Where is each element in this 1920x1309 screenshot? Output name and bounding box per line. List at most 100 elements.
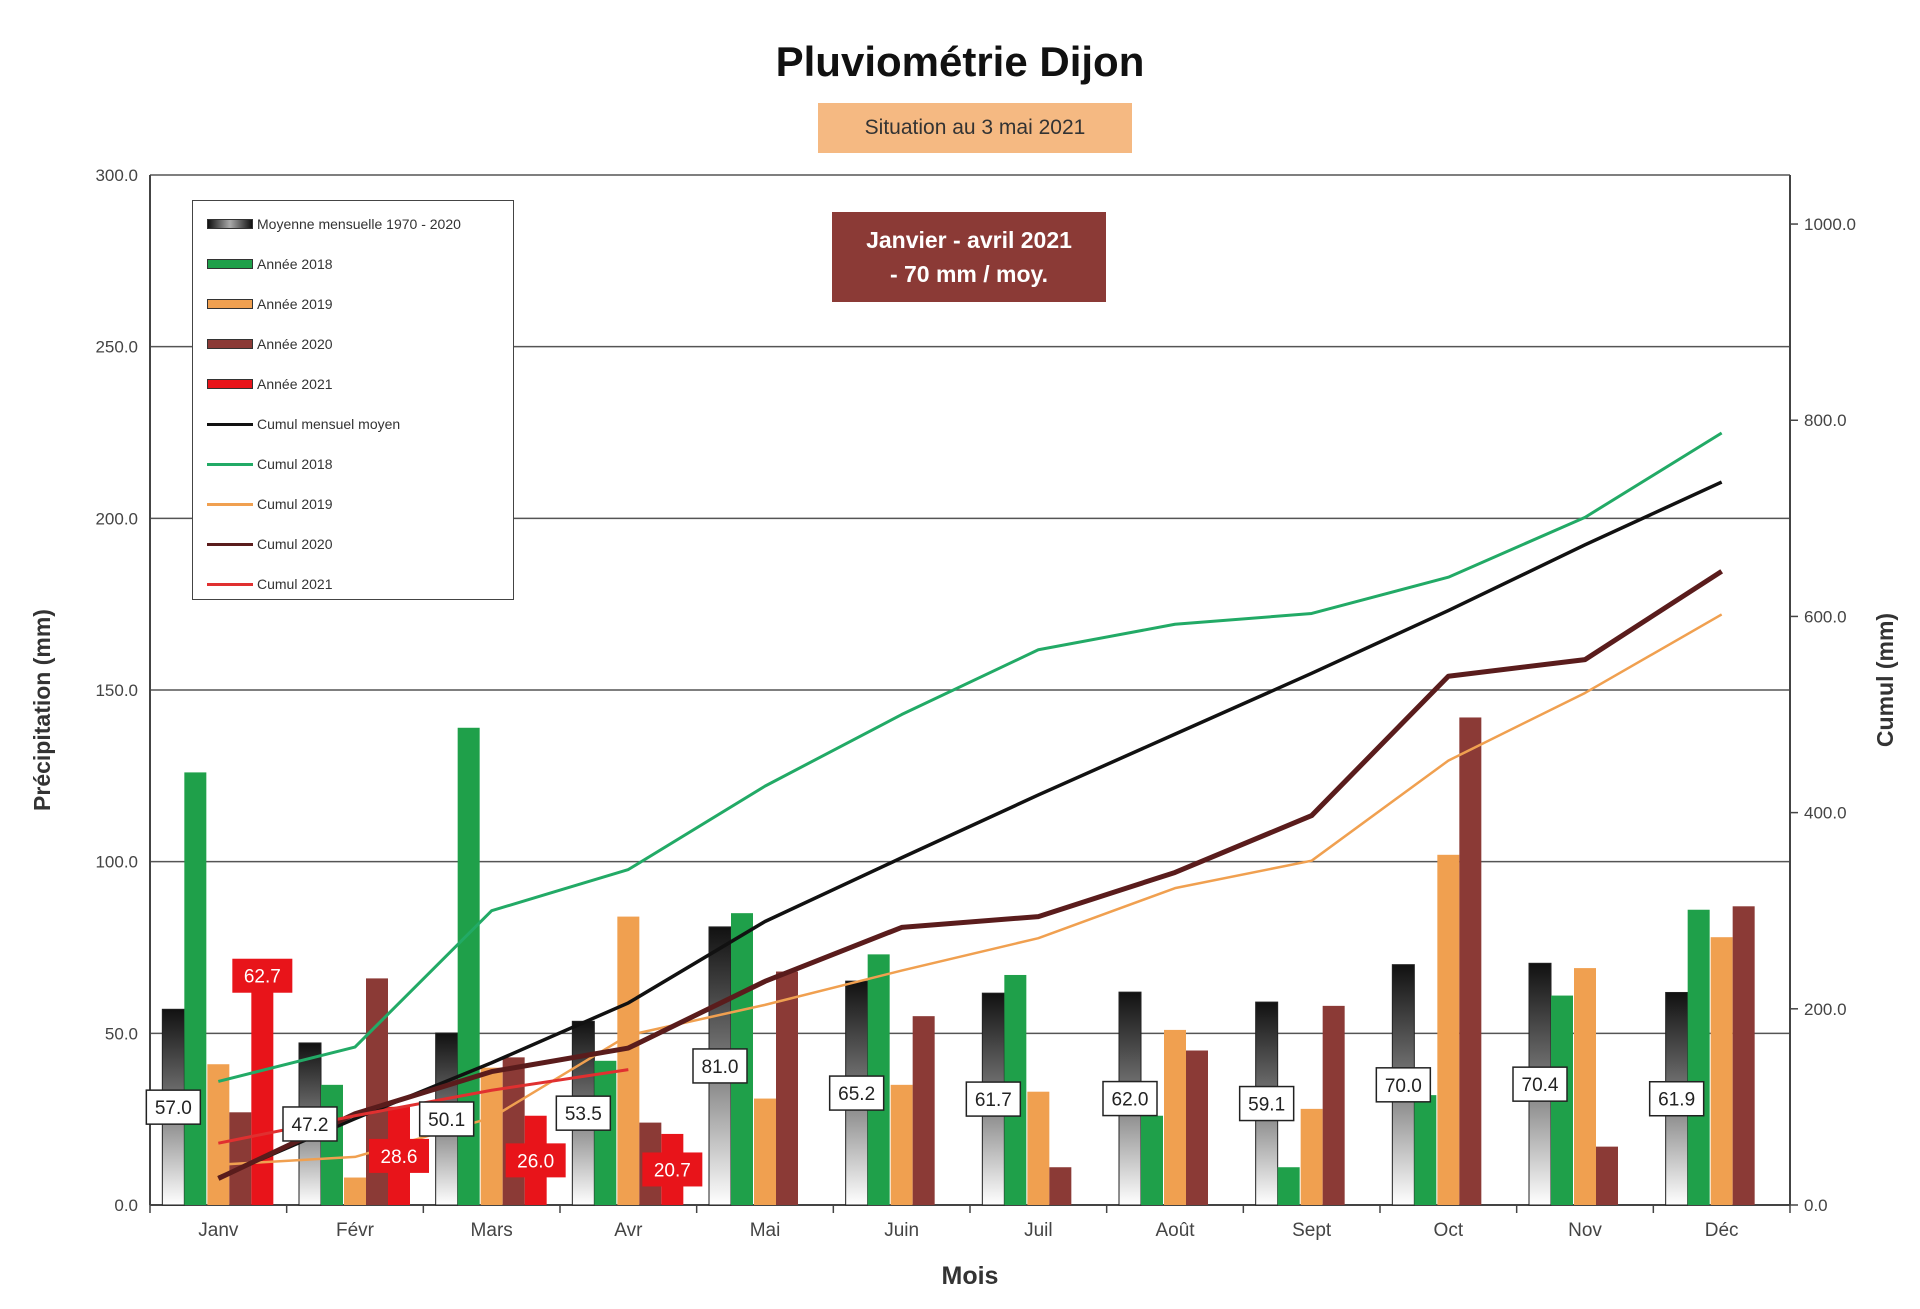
y-tick-label: 200.0 bbox=[95, 509, 138, 528]
annotation-line-2: - 70 mm / moy. bbox=[889, 261, 1049, 287]
x-tick-label: Juil bbox=[1024, 1220, 1053, 1241]
bar bbox=[890, 1084, 913, 1205]
bar bbox=[1277, 1167, 1300, 1205]
data-label: 70.0 bbox=[1385, 1076, 1422, 1097]
legend-label: Année 2018 bbox=[257, 256, 333, 272]
bar bbox=[1459, 717, 1482, 1205]
x-tick-label: Févr bbox=[336, 1220, 375, 1241]
data-label-box bbox=[1648, 1080, 1705, 1117]
annotation-line-1: Janvier - avril 2021 bbox=[866, 226, 1072, 253]
legend-swatch bbox=[207, 502, 253, 506]
bar bbox=[1687, 909, 1710, 1205]
x-tick-label: Mars bbox=[471, 1220, 513, 1241]
legend-item: Année 2018 bbox=[207, 254, 333, 274]
legend: Moyenne mensuelle 1970 - 2020 Année 2018 A… bbox=[192, 200, 514, 600]
bar bbox=[480, 1067, 503, 1205]
legend-label: Cumul 2018 bbox=[257, 456, 333, 472]
y-axis-title: Précipitation (mm) bbox=[29, 609, 55, 811]
legend-swatch bbox=[207, 422, 253, 426]
bar bbox=[1186, 1050, 1208, 1205]
legend-swatch bbox=[207, 542, 253, 546]
legend-swatch bbox=[207, 462, 253, 466]
bar bbox=[617, 916, 640, 1205]
bar bbox=[1027, 1091, 1050, 1205]
chart-title: Pluviométrie Dijon bbox=[775, 38, 1145, 85]
legend-swatch bbox=[207, 259, 253, 269]
data-label: 53.5 bbox=[565, 1104, 602, 1125]
bar bbox=[1710, 937, 1733, 1205]
legend-swatch bbox=[207, 339, 253, 349]
x-tick-label: Sept bbox=[1292, 1220, 1332, 1241]
y-right-tick-label: 1000.0 bbox=[1804, 215, 1856, 234]
data-label-box bbox=[1102, 1080, 1158, 1117]
data-label: 62.7 bbox=[244, 967, 281, 988]
x-tick-label: Avr bbox=[614, 1220, 643, 1241]
data-label: 59.1 bbox=[1248, 1095, 1285, 1116]
legend-item: Moyenne mensuelle 1970 - 2020 bbox=[207, 214, 461, 234]
data-label-box bbox=[505, 1143, 566, 1178]
legend-label: Année 2020 bbox=[257, 336, 333, 352]
data-label: 62.0 bbox=[1112, 1090, 1149, 1111]
legend-item: Cumul mensuel moyen bbox=[207, 414, 400, 434]
x-tick-label: Janv bbox=[198, 1220, 239, 1241]
series-line bbox=[217, 480, 1723, 1180]
bar bbox=[321, 1084, 343, 1205]
bar bbox=[1164, 1029, 1186, 1205]
data-label: 26.0 bbox=[517, 1151, 554, 1172]
bar bbox=[1414, 1095, 1437, 1205]
y-right-tick-label: 200.0 bbox=[1804, 1000, 1847, 1019]
bar bbox=[912, 1016, 935, 1205]
legend-item: Cumul 2020 bbox=[207, 534, 333, 554]
y-right-tick-label: 600.0 bbox=[1804, 607, 1847, 626]
data-label: 47.2 bbox=[292, 1115, 329, 1136]
data-label: 70.4 bbox=[1522, 1075, 1559, 1096]
legend-label: Cumul 2021 bbox=[257, 576, 333, 592]
data-label-box bbox=[1375, 1067, 1432, 1103]
legend-item: Cumul 2018 bbox=[207, 454, 333, 474]
legend-label: Cumul mensuel moyen bbox=[257, 416, 401, 432]
data-label-box bbox=[1238, 1085, 1295, 1122]
bar bbox=[229, 1112, 252, 1205]
bar bbox=[344, 1177, 366, 1205]
x-tick-label: Oct bbox=[1434, 1220, 1464, 1241]
subtitle-box: Situation au 3 mai 2021 bbox=[818, 103, 1132, 153]
y-right-tick-label: 800.0 bbox=[1804, 411, 1847, 430]
annotation-box: Janvier - avril 2021 - 70 mm / moy. bbox=[832, 212, 1106, 302]
data-label-box bbox=[145, 1089, 202, 1125]
bar bbox=[1322, 1005, 1345, 1205]
legend-item: Cumul 2021 bbox=[207, 574, 333, 594]
y-tick-label: 50.0 bbox=[105, 1024, 138, 1043]
y-tick-label: 250.0 bbox=[95, 338, 138, 357]
legend-label: Cumul 2019 bbox=[257, 496, 333, 512]
legend-swatch bbox=[207, 299, 253, 309]
x-axis-title: Mois bbox=[942, 1262, 999, 1290]
x-tick-label: Déc bbox=[1705, 1220, 1739, 1241]
data-label-box bbox=[369, 1138, 429, 1173]
legend-item: Année 2020 bbox=[207, 334, 333, 354]
data-label-box bbox=[418, 1101, 475, 1137]
bar bbox=[457, 727, 480, 1205]
bar bbox=[1574, 968, 1596, 1205]
data-label: 57.0 bbox=[155, 1098, 192, 1119]
bar bbox=[1732, 906, 1755, 1205]
y-tick-label: 300.0 bbox=[95, 166, 138, 185]
legend-label: Cumul 2020 bbox=[257, 536, 333, 552]
data-label: 65.2 bbox=[838, 1084, 875, 1105]
bar bbox=[1049, 1167, 1072, 1205]
y-right-tick-label: 0.0 bbox=[1804, 1196, 1828, 1215]
data-label: 50.1 bbox=[428, 1110, 465, 1131]
legend-item: Année 2021 bbox=[207, 374, 333, 394]
bar bbox=[184, 772, 207, 1205]
data-label: 61.9 bbox=[1658, 1090, 1695, 1111]
data-label: 20.7 bbox=[654, 1160, 691, 1181]
data-label: 28.6 bbox=[381, 1147, 418, 1168]
data-label-box bbox=[282, 1106, 338, 1142]
bar bbox=[776, 971, 798, 1205]
bar bbox=[594, 1060, 617, 1205]
series-line bbox=[217, 431, 1723, 1083]
series-line bbox=[217, 569, 1724, 1181]
data-label-box bbox=[1512, 1066, 1568, 1102]
data-label: 81.0 bbox=[702, 1057, 739, 1078]
bar bbox=[207, 1064, 230, 1205]
legend-label: Année 2021 bbox=[257, 376, 333, 392]
